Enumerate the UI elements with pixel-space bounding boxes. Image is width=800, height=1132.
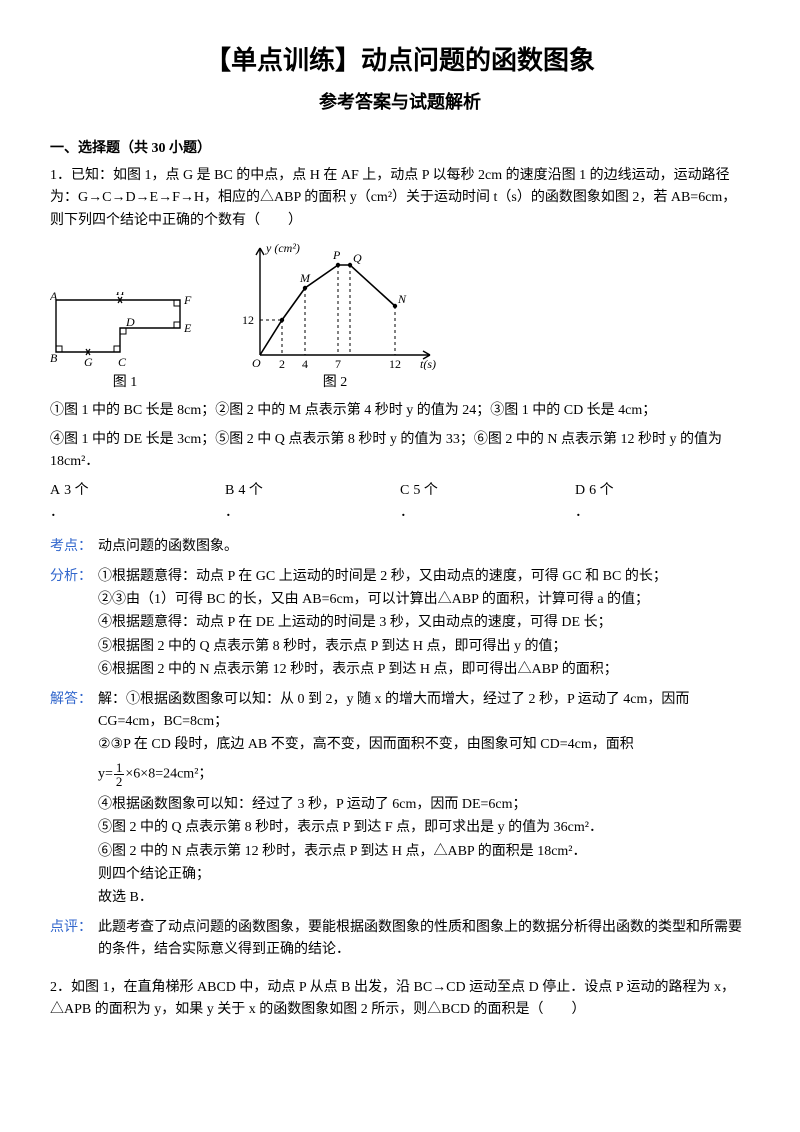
- fenxi-line-5: ⑥根据图 2 中的 N 点表示第 12 秒时，表示点 P 到达 H 点，即可得出…: [98, 659, 750, 681]
- frac-den: 2: [114, 775, 125, 788]
- fig2-N: N: [397, 292, 407, 306]
- fig1-label-G: G: [84, 355, 93, 369]
- fenxi-body: ①根据题意得：动点 P 在 GC 上运动的时间是 2 秒，又由动点的速度，可得 …: [98, 566, 750, 683]
- page-subtitle: 参考答案与试题解析: [50, 88, 750, 117]
- fenxi-line-4: ⑤根据图 2 中的 Q 点表示第 8 秒时，表示点 P 到达 H 点，即可得出 …: [98, 636, 750, 658]
- figure-1-caption: 图 1: [113, 372, 138, 394]
- fig2-x12: 12: [389, 357, 401, 370]
- fig2-x2: 2: [279, 357, 285, 370]
- fenxi-row: 分析： ①根据题意得：动点 P 在 GC 上运动的时间是 2 秒，又由动点的速度…: [50, 566, 750, 683]
- jieda-line-7: 则四个结论正确；: [98, 864, 750, 886]
- option-a: A3 个 ．: [50, 480, 225, 525]
- figure-1-svg: A F H B G C D E: [50, 292, 200, 370]
- fenxi-label: 分析：: [50, 566, 98, 683]
- q1-stem: 1．已知：如图 1，点 G 是 BC 的中点，点 H 在 AF 上，动点 P 以…: [50, 165, 750, 232]
- option-b-text: 4 个: [234, 483, 263, 498]
- jieda-label: 解答：: [50, 689, 98, 911]
- option-d: D6 个 ．: [575, 480, 750, 525]
- page-title: 【单点训练】动点问题的函数图象: [50, 40, 750, 82]
- frac-num: 1: [114, 761, 125, 775]
- fig2-y12: 12: [242, 313, 254, 327]
- jieda-line-frac: y=12×6×8=24cm²；: [98, 761, 750, 788]
- fenxi-line-2: ②③由（1）可得 BC 的长，又由 AB=6cm，可以计算出△ABP 的面积，计…: [98, 589, 750, 611]
- option-b: B4 个 ．: [225, 480, 400, 525]
- option-a-dot: ．: [50, 502, 89, 524]
- fig1-label-A: A: [50, 292, 58, 303]
- jieda-body: 解：①根据函数图象可以知：从 0 到 2，y 随 x 的增大而增大，经过了 2 …: [98, 689, 750, 911]
- frac-post: ×6×8=24cm²；: [125, 767, 212, 782]
- jieda-line-5: ⑤图 2 中的 Q 点表示第 8 秒时，表示点 P 到达 F 点，即可求出是 y…: [98, 817, 750, 839]
- fig1-label-C: C: [118, 355, 127, 369]
- fig1-label-B: B: [50, 351, 58, 365]
- option-a-letter: A: [50, 483, 60, 498]
- fenxi-line-1: ①根据题意得：动点 P 在 GC 上运动的时间是 2 秒，又由动点的速度，可得 …: [98, 566, 750, 588]
- option-b-letter: B: [225, 483, 234, 498]
- jieda-line-6: ⑥图 2 中的 N 点表示第 12 秒时，表示点 P 到达 H 点，△ABP 的…: [98, 841, 750, 863]
- option-d-dot: ．: [575, 502, 614, 524]
- figure-2-svg: y (cm²) t(s) O M P Q N 12 2 4 7 12: [230, 240, 440, 370]
- jieda-row: 解答： 解：①根据函数图象可以知：从 0 到 2，y 随 x 的增大而增大，经过…: [50, 689, 750, 911]
- q2-stem: 2．如图 1，在直角梯形 ABCD 中，动点 P 从点 B 出发，沿 BC→CD…: [50, 977, 750, 1022]
- fig2-O: O: [252, 356, 261, 370]
- jieda-line-2: ②③P 在 CD 段时，底边 AB 不变，高不变，因而面积不变，由图象可知 CD…: [98, 734, 750, 756]
- fig2-ylabel: y (cm²): [265, 241, 300, 255]
- option-c-letter: C: [400, 483, 409, 498]
- fig1-label-D: D: [125, 315, 135, 329]
- jieda-line-8: 故选 B．: [98, 887, 750, 909]
- fig2-M: M: [299, 271, 311, 285]
- fenxi-line-3: ④根据题意得：动点 P 在 DE 上运动的时间是 3 秒，又由动点的速度，可得 …: [98, 612, 750, 634]
- option-c-text: 5 个: [409, 483, 438, 498]
- figure-1-block: A F H B G C D E 图 1: [50, 292, 200, 394]
- jieda-line-4: ④根据函数图象可以知：经过了 3 秒，P 运动了 6cm，因而 DE=6cm；: [98, 794, 750, 816]
- dianping-label: 点评：: [50, 917, 98, 963]
- fig2-x4: 4: [302, 357, 308, 370]
- figures-row: A F H B G C D E 图 1: [50, 240, 750, 394]
- option-d-text: 6 个: [585, 483, 614, 498]
- dianping-text: 此题考查了动点问题的函数图象，要能根据函数图象的性质和图象上的数据分析得出函数的…: [98, 917, 750, 962]
- fraction: 12: [114, 761, 125, 788]
- kaodian-row: 考点： 动点问题的函数图象。: [50, 536, 750, 559]
- frac-pre: y=: [98, 767, 113, 782]
- figure-2-block: y (cm²) t(s) O M P Q N 12 2 4 7 12 图 2: [230, 240, 440, 394]
- figure-2-caption: 图 2: [323, 372, 348, 394]
- kaodian-body: 动点问题的函数图象。: [98, 536, 750, 559]
- jieda-line-1: 解：①根据函数图象可以知：从 0 到 2，y 随 x 的增大而增大，经过了 2 …: [98, 689, 750, 734]
- fig1-label-F: F: [183, 293, 192, 307]
- options-row: A3 个 ． B4 个 ． C5 个 ． D6 个 ．: [50, 480, 750, 525]
- section-header: 一、选择题（共 30 小题）: [50, 138, 750, 160]
- fig1-label-E: E: [183, 321, 192, 335]
- fig2-x7: 7: [335, 357, 341, 370]
- option-d-letter: D: [575, 483, 585, 498]
- option-a-text: 3 个: [60, 483, 89, 498]
- fig1-label-H: H: [115, 292, 126, 298]
- q1-statements-2: ④图 1 中的 DE 长是 3cm；⑤图 2 中 Q 点表示第 8 秒时 y 的…: [50, 429, 750, 474]
- kaodian-text: 动点问题的函数图象。: [98, 536, 750, 558]
- kaodian-label: 考点：: [50, 536, 98, 559]
- fig2-Q: Q: [353, 251, 362, 265]
- dianping-body: 此题考查了动点问题的函数图象，要能根据函数图象的性质和图象上的数据分析得出函数的…: [98, 917, 750, 963]
- fig2-P: P: [332, 248, 341, 262]
- q1-statements-1: ①图 1 中的 BC 长是 8cm；②图 2 中的 M 点表示第 4 秒时 y …: [50, 400, 750, 422]
- option-c: C5 个 ．: [400, 480, 575, 525]
- dianping-row: 点评： 此题考查了动点问题的函数图象，要能根据函数图象的性质和图象上的数据分析得…: [50, 917, 750, 963]
- fig2-xlabel: t(s): [420, 357, 436, 370]
- option-c-dot: ．: [400, 502, 438, 524]
- option-b-dot: ．: [225, 502, 263, 524]
